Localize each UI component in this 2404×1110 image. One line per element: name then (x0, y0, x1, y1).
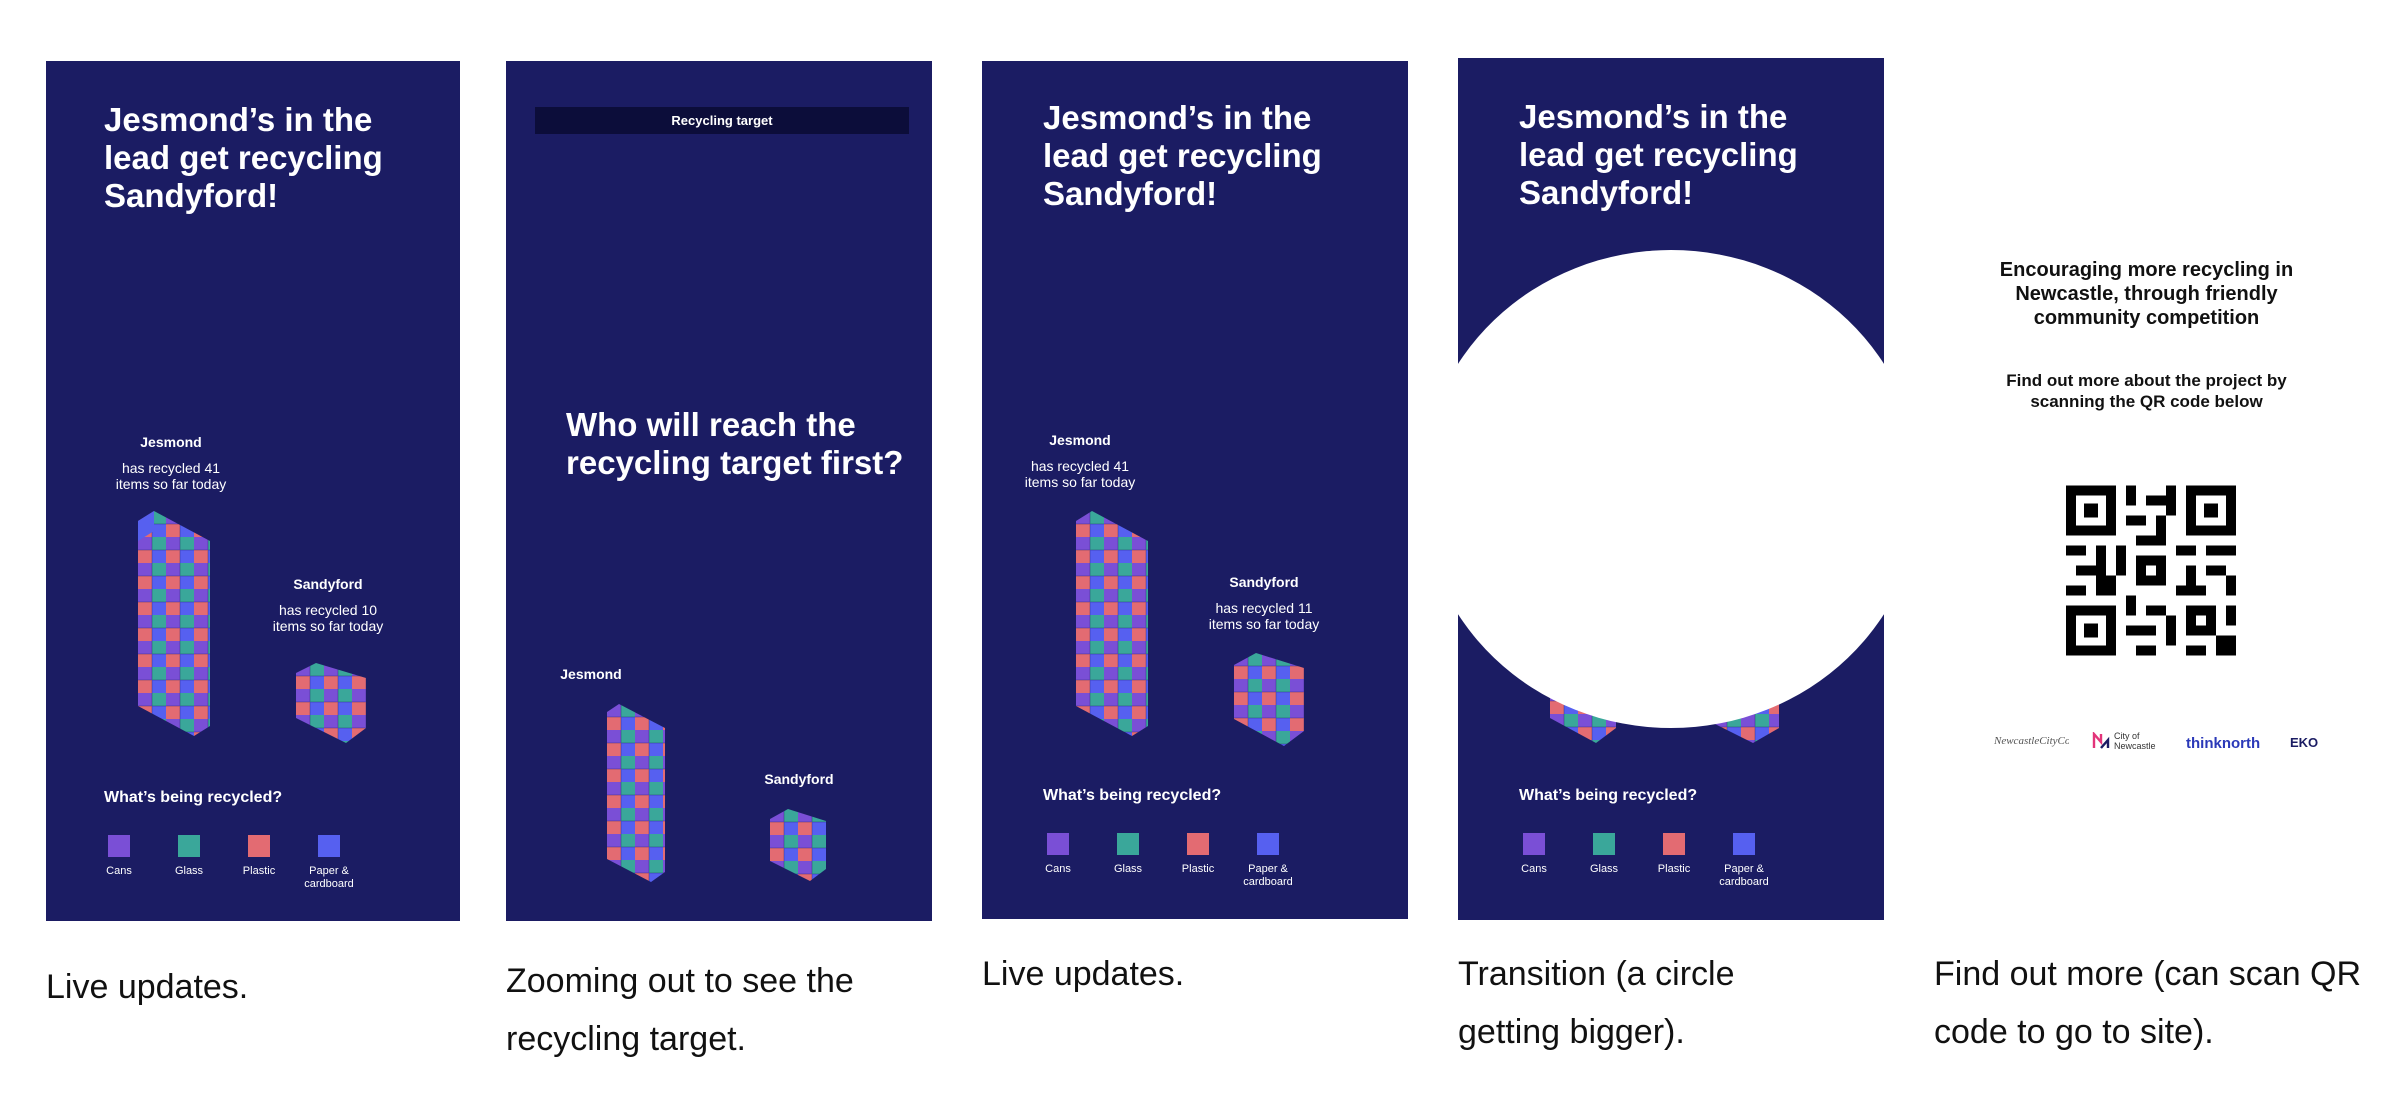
cans-swatch (1047, 833, 1069, 855)
legend: Cans Glass Plastic Paper & cardboard (84, 835, 364, 891)
legend-label: Plastic (1657, 863, 1691, 875)
plastic-swatch (1663, 833, 1685, 855)
legend-label: Cans (1045, 863, 1071, 875)
legend-label: Paper & cardboard (1243, 863, 1293, 888)
legend-item-plastic: Plastic (1163, 833, 1233, 889)
legend-item-glass: Glass (1093, 833, 1163, 889)
sandyford-name: Sandyford (293, 576, 363, 592)
legend-label: Paper & cardboard (1719, 863, 1769, 888)
sandyford-stat: has recycled 10 items so far today (272, 602, 384, 634)
slide-transition: Jesmond’s in the lead get recycling Sand… (1458, 58, 1884, 920)
legend-item-cans: Cans (1023, 833, 1093, 889)
question-heading: Who will reach the recycling target firs… (566, 406, 904, 481)
caption-5: Find out more (can scan QR code to go to… (1934, 955, 2362, 1051)
city-of-newcastle-logo: City of Newcastle (2092, 731, 2160, 751)
legend-item-paper: Paper & cardboard (294, 835, 364, 891)
legend-label: Glass (1113, 863, 1143, 875)
legend-label: Glass (1589, 863, 1619, 875)
headline: Jesmond’s in the lead get recycling Sand… (104, 101, 383, 214)
sandyford-stack (1234, 653, 1304, 746)
slide-live-updates-2: Jesmond’s in the lead get recycling Sand… (982, 61, 1408, 919)
sandyford-name: Sandyford (764, 771, 834, 787)
intro-text: Encouraging more recycling in Newcastle,… (1999, 259, 2294, 329)
headline: Jesmond’s in the lead get recycling Sand… (1043, 99, 1322, 212)
thinknorth-logo: thinknorth (2186, 735, 2261, 752)
glass-swatch (1593, 833, 1615, 855)
plastic-swatch (1187, 833, 1209, 855)
recycling-target-bar: Recycling target (535, 107, 909, 134)
jesmond-stack (607, 704, 665, 882)
legend: Cans Glass Plastic Paper & cardboard (1499, 833, 1779, 889)
qr-code[interactable] (2066, 483, 2236, 658)
city-of-newcastle-text: City of Newcastle (2114, 731, 2156, 751)
caption-2: Zooming out to see the recycling target. (506, 962, 854, 1058)
transition-circle (1458, 250, 1884, 728)
caption-3: Live updates. (982, 955, 1185, 993)
paper-swatch (1257, 833, 1279, 855)
legend-label: Cans (106, 865, 132, 877)
jesmond-name: Jesmond (560, 666, 622, 682)
jesmond-stat: has recycled 41 items so far today (1024, 458, 1136, 490)
legend-heading: What’s being recycled? (1043, 787, 1222, 804)
sandyford-stack (770, 809, 826, 881)
cans-swatch (108, 835, 130, 857)
legend-label: Glass (174, 865, 204, 877)
legend-item-glass: Glass (154, 835, 224, 891)
legend-label: Plastic (242, 865, 276, 877)
legend-item-cans: Cans (1499, 833, 1569, 889)
legend-item-glass: Glass (1569, 833, 1639, 889)
legend-heading: What’s being recycled? (104, 789, 283, 806)
slide-live-updates-1: Jesmond’s in the lead get recycling Sand… (46, 61, 460, 921)
plastic-swatch (248, 835, 270, 857)
legend-item-plastic: Plastic (224, 835, 294, 891)
slide-recycling-target: Recycling target Who will reach the recy… (506, 61, 932, 921)
cta-text: Find out more about the project by scann… (2006, 371, 2287, 411)
jesmond-stat: has recycled 41 items so far today (115, 460, 227, 492)
paper-swatch (318, 835, 340, 857)
newcastle-city-council-logo: NewcastleCityCouncil (1994, 735, 2069, 747)
glass-swatch (178, 835, 200, 857)
caption-1: Live updates. (46, 968, 249, 1006)
city-of-newcastle-mark (2092, 732, 2110, 749)
legend-item-cans: Cans (84, 835, 154, 891)
jesmond-name: Jesmond (140, 434, 202, 450)
legend-item-paper: Paper & cardboard (1233, 833, 1303, 889)
headline: Jesmond’s in the lead get recycling Sand… (1519, 98, 1798, 211)
jesmond-stack (1076, 511, 1148, 736)
sandyford-stat: has recycled 11 items so far today (1208, 600, 1320, 632)
legend-label: Paper & cardboard (304, 865, 354, 890)
legend-item-paper: Paper & cardboard (1709, 833, 1779, 889)
glass-swatch (1117, 833, 1139, 855)
slide-find-out-more: Encouraging more recycling in Newcastle,… (1934, 58, 2360, 920)
legend-label: Cans (1521, 863, 1547, 875)
jesmond-stack (138, 511, 210, 736)
caption-4: Transition (a circle getting bigger). (1458, 955, 1735, 1051)
sandyford-stack (296, 663, 366, 743)
sandyford-name: Sandyford (1229, 574, 1299, 590)
jesmond-name: Jesmond (1049, 432, 1111, 448)
eko-logo: EKO (2290, 735, 2319, 750)
paper-swatch (1733, 833, 1755, 855)
legend-label: Plastic (1181, 863, 1215, 875)
legend-heading: What’s being recycled? (1519, 787, 1698, 804)
cans-swatch (1523, 833, 1545, 855)
legend: Cans Glass Plastic Paper & cardboard (1023, 833, 1303, 889)
legend-item-plastic: Plastic (1639, 833, 1709, 889)
